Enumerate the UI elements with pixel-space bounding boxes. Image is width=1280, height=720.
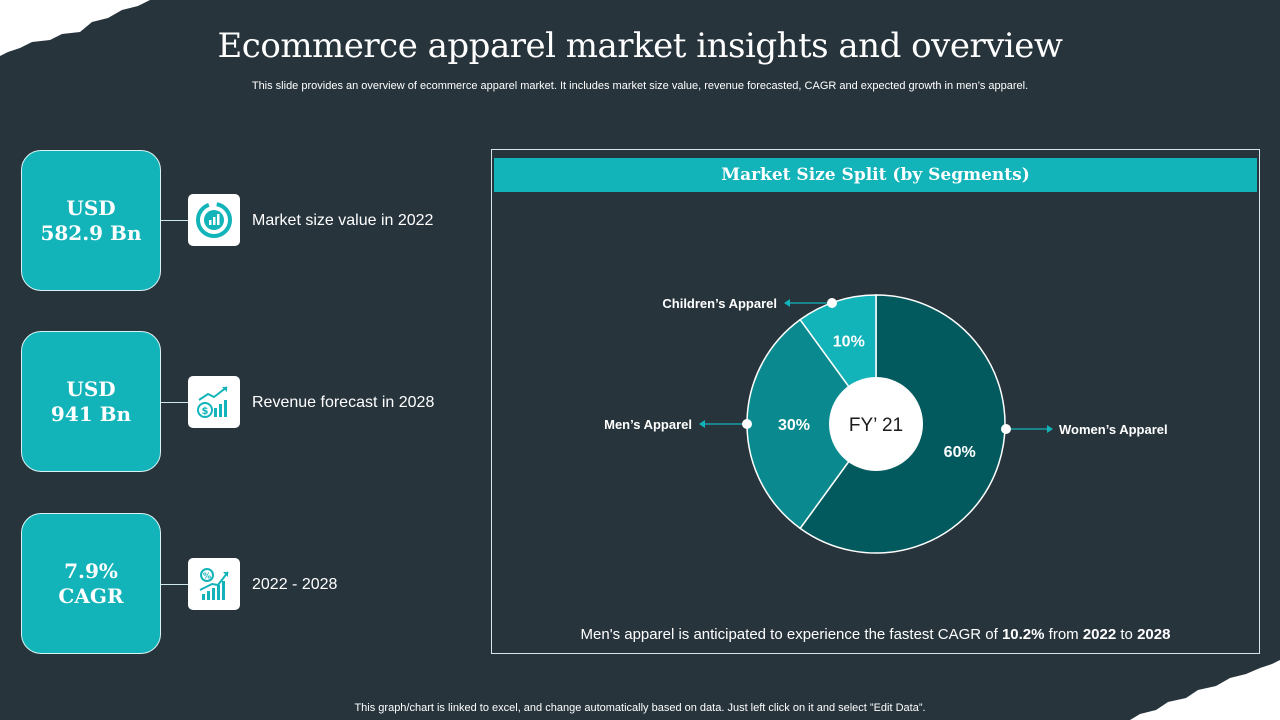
torn-paper-corner-bottom-right xyxy=(1130,660,1280,720)
note-cagr: 10.2% xyxy=(1001,626,1045,643)
panel-header: Market Size Split (by Segments) xyxy=(494,158,1257,192)
pie-chart[interactable]: 60% 30% 10% FY’ 21 Women’s Apparel Men’s Appa… xyxy=(492,150,1259,620)
market-size-label: Market size value in 2022 xyxy=(252,212,434,229)
revenue-forecast-box: USD 941 Bn xyxy=(21,331,161,472)
pie-value-label: 60% xyxy=(944,444,976,461)
callout-dot xyxy=(742,419,752,429)
revenue-forecast-value: USD 941 Bn xyxy=(50,376,132,426)
legend-label: Men’s Apparel xyxy=(604,417,692,432)
pie-center-label: FY’ 21 xyxy=(849,415,903,436)
note-prefix: Men's apparel is anticipated to experien… xyxy=(580,626,1002,643)
market-size-box: USD 582.9 Bn xyxy=(21,150,161,291)
market-split-panel: Market Size Split (by Segments) 60% 30% 10… xyxy=(491,149,1260,654)
legend-label: Children’s Apparel xyxy=(662,296,777,311)
callout-dot xyxy=(827,298,837,308)
cagr-value: 7.9% CAGR xyxy=(58,558,124,608)
cagr-box: 7.9% CAGR xyxy=(21,513,161,654)
pie-value-label: 10% xyxy=(833,333,865,350)
callout-arrow-icon xyxy=(699,420,705,428)
connector-line xyxy=(161,402,188,403)
note-year-end: 2028 xyxy=(1137,626,1171,643)
legend-label: Women’s Apparel xyxy=(1059,422,1168,437)
torn-paper-corner-top-left xyxy=(0,0,150,56)
svg-text:$: $ xyxy=(202,406,209,417)
cagr-label: 2022 - 2028 xyxy=(252,576,338,593)
money-chart-icon xyxy=(196,202,232,238)
market-size-icon-box xyxy=(188,194,240,246)
note-from: from xyxy=(1044,626,1083,643)
footer-note: This graph/chart is linked to excel, and… xyxy=(354,702,926,714)
page-subtitle: This slide provides an overview of ecomm… xyxy=(251,80,1029,92)
percent-growth-icon: % xyxy=(199,568,229,600)
dollar-growth-icon: $ xyxy=(197,386,228,418)
connector-line xyxy=(161,220,188,221)
panel-note: Men's apparel is anticipated to experien… xyxy=(492,626,1259,643)
callout-arrow-icon xyxy=(1047,425,1053,433)
market-size-value: USD 582.9 Bn xyxy=(40,195,142,245)
note-to: to xyxy=(1116,626,1138,643)
cagr-icon-box: % xyxy=(188,558,240,610)
panel-title: Market Size Split (by Segments) xyxy=(721,165,1030,185)
note-year-start: 2022 xyxy=(1082,626,1117,643)
svg-text:%: % xyxy=(203,572,211,581)
page-title: Ecommerce apparel market insights and ov… xyxy=(217,26,1063,66)
pie-center-hole xyxy=(829,377,923,471)
connector-line xyxy=(161,584,188,585)
pie-value-label: 30% xyxy=(778,417,810,434)
callout-arrow-icon xyxy=(784,299,790,307)
revenue-forecast-label: Revenue forecast in 2028 xyxy=(252,394,435,411)
callout-dot xyxy=(1001,424,1011,434)
revenue-forecast-icon-box: $ xyxy=(188,376,240,428)
